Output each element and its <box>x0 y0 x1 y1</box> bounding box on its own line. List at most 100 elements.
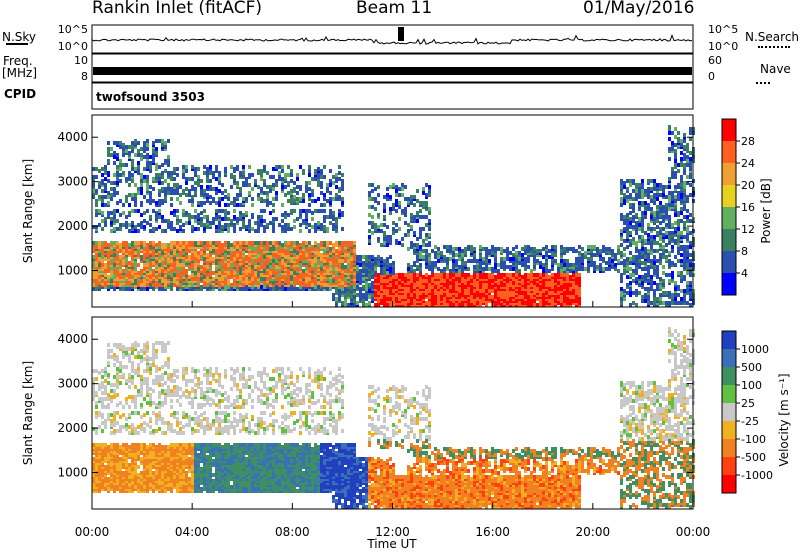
power-cell <box>512 261 515 265</box>
power-cell <box>284 193 287 197</box>
power-cell <box>590 245 593 249</box>
power-cell <box>341 301 344 305</box>
power-cell <box>560 265 563 269</box>
power-cell <box>143 175 146 179</box>
power-cell <box>287 181 290 185</box>
power-cell <box>92 195 95 199</box>
power-cell <box>92 175 95 179</box>
power-cell <box>176 173 179 177</box>
power-cell <box>254 221 257 225</box>
power-cell <box>629 251 632 255</box>
power-cell <box>365 281 368 285</box>
power-cell <box>101 247 104 251</box>
power-cell <box>398 227 401 231</box>
power-cell <box>251 197 254 201</box>
power-cell <box>170 241 173 245</box>
power-cell <box>521 253 524 257</box>
power-cell <box>104 263 107 267</box>
power-cell <box>626 223 629 227</box>
power-cell <box>161 219 164 223</box>
power-cell <box>635 289 638 293</box>
power-cell <box>368 191 371 195</box>
power-cell <box>641 195 644 199</box>
power-cell <box>197 227 200 231</box>
power-cell <box>134 279 137 283</box>
power-cell <box>257 271 260 275</box>
power-cell <box>164 141 167 145</box>
power-cell <box>626 231 629 235</box>
power-cell <box>422 227 425 231</box>
power-cell <box>524 257 527 261</box>
power-cell <box>629 211 632 215</box>
power-cell <box>464 261 467 265</box>
power-cell <box>215 169 218 173</box>
power-cell <box>119 265 122 269</box>
power-cell <box>647 273 650 277</box>
power-cell <box>374 207 377 211</box>
power-cell <box>107 147 110 151</box>
power-cell <box>338 195 341 199</box>
power-cell <box>167 139 170 143</box>
power-cell <box>167 155 170 159</box>
power-cell <box>287 247 290 251</box>
power-cell <box>632 225 635 229</box>
power-cell <box>221 217 224 221</box>
power-cell <box>125 177 128 181</box>
power-cell <box>218 177 221 181</box>
power-cell <box>227 197 230 201</box>
power-cell <box>140 213 143 217</box>
power-cell <box>425 259 428 263</box>
power-cell <box>125 257 128 261</box>
power-cell <box>269 185 272 189</box>
power-cell <box>632 237 635 241</box>
power-cell <box>590 257 593 261</box>
power-cell <box>230 255 233 259</box>
power-cell <box>416 273 419 277</box>
power-cell <box>500 261 503 265</box>
power-cell <box>569 263 572 267</box>
power-cell <box>281 203 284 207</box>
power-cell <box>98 257 101 261</box>
power-cell <box>356 293 359 297</box>
power-cell <box>113 155 116 159</box>
power-cell <box>182 165 185 169</box>
power-cell <box>644 261 647 265</box>
power-cell <box>224 287 227 291</box>
power-cell <box>440 251 443 255</box>
power-cell <box>596 251 599 255</box>
power-cell <box>329 209 332 213</box>
power-cell <box>647 203 650 207</box>
power-cell <box>227 271 230 275</box>
power-cell <box>476 259 479 263</box>
power-cell <box>221 197 224 201</box>
power-cell <box>368 283 371 287</box>
power-cell <box>659 213 662 217</box>
power-cell <box>323 225 326 229</box>
power-cell <box>575 249 578 253</box>
power-cell <box>125 163 128 167</box>
power-cell <box>650 187 653 191</box>
power-cell <box>638 239 641 243</box>
power-cell <box>284 251 287 255</box>
power-cell <box>218 261 221 265</box>
power-cell <box>314 223 317 227</box>
power-cell <box>647 223 650 227</box>
power-cell <box>614 253 617 257</box>
power-cell <box>299 209 302 213</box>
power-cell <box>635 231 638 235</box>
power-cell <box>473 265 476 269</box>
power-cell <box>200 241 203 245</box>
power-cell <box>377 299 380 303</box>
power-cell <box>185 193 188 197</box>
power-cell <box>626 261 629 265</box>
power-cell <box>641 201 644 205</box>
power-cell <box>548 275 551 279</box>
power-cell <box>146 179 149 183</box>
power-cell <box>299 197 302 201</box>
power-cell <box>626 267 629 271</box>
power-cell <box>488 273 491 277</box>
power-cell <box>392 231 395 235</box>
power-cell <box>248 267 251 271</box>
power-cell <box>113 141 116 145</box>
power-cell <box>269 175 272 179</box>
